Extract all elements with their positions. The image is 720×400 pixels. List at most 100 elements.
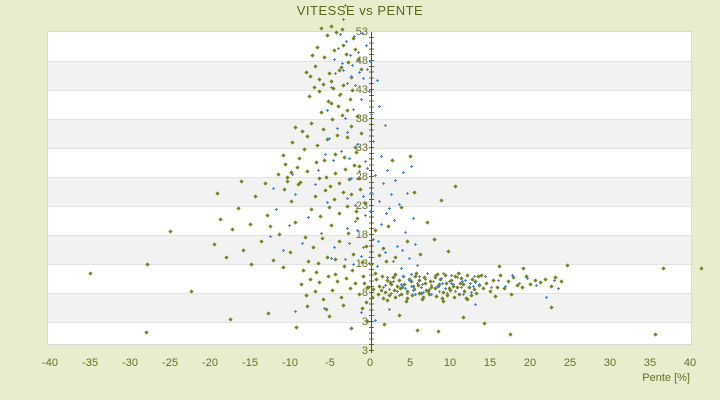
data-point	[409, 285, 413, 289]
data-point	[357, 170, 361, 174]
data-point	[384, 212, 388, 216]
data-point	[383, 123, 387, 127]
data-point	[287, 223, 291, 227]
data-point	[268, 234, 272, 238]
data-point	[429, 283, 433, 287]
data-point	[359, 98, 363, 102]
data-point	[386, 275, 390, 279]
x-tick-label: -25	[162, 357, 178, 369]
data-point	[351, 107, 355, 111]
data-point	[329, 257, 333, 261]
data-point	[403, 286, 407, 290]
data-point	[379, 223, 383, 227]
x-tick-label: -15	[242, 357, 258, 369]
data-point	[344, 39, 348, 43]
data-point	[434, 274, 438, 278]
data-point	[393, 178, 397, 182]
data-point	[292, 124, 298, 130]
data-point	[451, 283, 455, 287]
x-tick-label: 25	[563, 357, 577, 369]
data-point	[383, 251, 387, 255]
data-point	[332, 246, 336, 250]
data-point	[552, 279, 556, 283]
data-point	[316, 168, 320, 172]
data-point	[359, 254, 363, 258]
data-point	[347, 242, 351, 246]
x-tick-label: 15	[483, 357, 497, 369]
data-point	[324, 254, 330, 260]
data-point	[323, 307, 327, 311]
data-point	[291, 173, 295, 177]
data-point	[368, 210, 372, 214]
data-point	[371, 238, 375, 242]
data-point	[281, 249, 285, 253]
data-point	[426, 272, 430, 276]
data-point	[466, 274, 470, 278]
data-point	[410, 272, 414, 276]
data-point	[375, 265, 379, 269]
data-point	[395, 290, 399, 294]
data-point	[377, 200, 381, 204]
x-tick-label: -20	[202, 357, 218, 369]
data-point	[373, 174, 377, 178]
y-tick-label: 8	[361, 287, 368, 299]
data-point	[342, 69, 346, 73]
data-point	[335, 127, 339, 131]
data-point	[349, 176, 353, 180]
data-point	[342, 18, 346, 22]
data-point	[326, 109, 330, 113]
data-point	[406, 291, 410, 295]
data-point	[370, 112, 374, 116]
data-point	[351, 64, 355, 68]
data-point	[414, 293, 418, 297]
data-point	[472, 275, 476, 279]
data-point	[362, 245, 366, 249]
x-tick-label: -5	[325, 357, 335, 369]
data-point	[323, 153, 327, 157]
x-tick-label: 30	[603, 357, 617, 369]
data-point	[385, 169, 389, 173]
data-point	[336, 47, 340, 51]
data-point	[294, 193, 298, 197]
data-point	[343, 3, 347, 7]
data-point	[346, 226, 350, 230]
data-point	[420, 283, 424, 287]
data-point	[548, 283, 554, 289]
data-point	[351, 263, 355, 267]
x-tick-label: 35	[643, 357, 657, 369]
data-point	[427, 288, 431, 292]
data-point	[354, 220, 358, 224]
data-point	[399, 267, 403, 271]
data-point	[442, 271, 446, 275]
data-point	[371, 140, 375, 144]
data-point	[438, 290, 442, 294]
data-point	[397, 202, 401, 206]
data-point	[307, 215, 311, 219]
data-point	[381, 182, 385, 186]
data-point	[400, 284, 404, 288]
data-point	[455, 276, 459, 280]
data-point	[330, 86, 334, 90]
chart-title: VITESSE vs PENTE	[296, 3, 424, 18]
data-point	[454, 289, 458, 293]
data-point	[419, 285, 423, 289]
x-tick-label: 20	[523, 357, 537, 369]
y-tick-label: 3	[308, 316, 368, 328]
data-point	[447, 279, 451, 283]
data-point	[395, 244, 399, 248]
data-point	[348, 54, 352, 58]
data-point	[293, 310, 297, 314]
data-point	[346, 81, 350, 85]
data-point	[352, 35, 356, 39]
y-tick-label: 23	[355, 200, 368, 212]
data-point	[313, 183, 317, 187]
x-tick-label: -30	[122, 357, 138, 369]
data-point	[331, 158, 335, 162]
data-point	[496, 278, 500, 282]
data-point	[319, 232, 323, 236]
x-tick-label: 5	[406, 357, 414, 369]
data-point	[463, 278, 467, 282]
data-point	[699, 265, 704, 271]
data-point	[413, 242, 417, 246]
data-point	[355, 143, 359, 147]
